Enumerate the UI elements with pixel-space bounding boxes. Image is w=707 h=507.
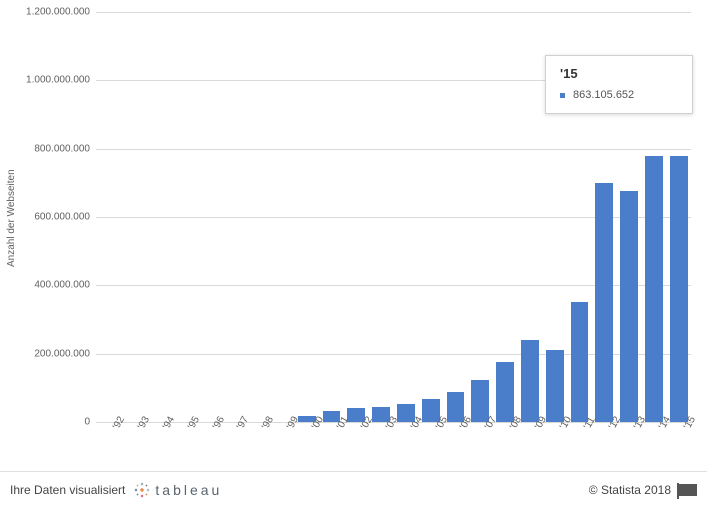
bar[interactable] (620, 191, 638, 422)
y-tick-label: 0 (84, 417, 90, 428)
footer-right-text: © Statista 2018 (589, 483, 671, 497)
footer-right: © Statista 2018 (589, 483, 697, 497)
y-axis-title: Anzahl der Webseiten (6, 169, 17, 267)
y-tick-label: 800.000.000 (34, 143, 90, 154)
y-tick-label: 1.200.000.000 (26, 7, 90, 18)
footer-left: Ihre Daten visualisiert tableau (10, 481, 222, 499)
bar[interactable] (645, 156, 663, 423)
y-tick-label: 600.000.000 (34, 212, 90, 223)
y-tick-label: 1.000.000.000 (26, 75, 90, 86)
tooltip-value: 863.105.652 (573, 89, 634, 101)
bar[interactable] (670, 156, 688, 423)
y-tick-label: 200.000.000 (34, 348, 90, 359)
bar[interactable] (546, 350, 564, 422)
tableau-mark-icon (133, 481, 151, 499)
footer: Ihre Daten visualisiert tableau © Statis… (0, 471, 707, 507)
tooltip: '15 863.105.652 (545, 55, 693, 114)
bar[interactable] (595, 183, 613, 422)
bar[interactable] (496, 362, 514, 422)
bar[interactable] (571, 302, 589, 422)
flag-icon[interactable] (679, 484, 697, 496)
bar[interactable] (521, 340, 539, 422)
y-tick-label: 400.000.000 (34, 280, 90, 291)
tooltip-title: '15 (560, 66, 678, 81)
tooltip-row: 863.105.652 (560, 89, 678, 101)
tableau-wordmark: tableau (155, 482, 222, 498)
tableau-logo[interactable]: tableau (133, 481, 222, 499)
chart-container: Anzahl der Webseiten 0 200.000.000 400.000… (0, 0, 707, 507)
bar[interactable] (471, 380, 489, 422)
footer-left-text: Ihre Daten visualisiert (10, 483, 125, 497)
tooltip-dot-icon (560, 93, 565, 98)
